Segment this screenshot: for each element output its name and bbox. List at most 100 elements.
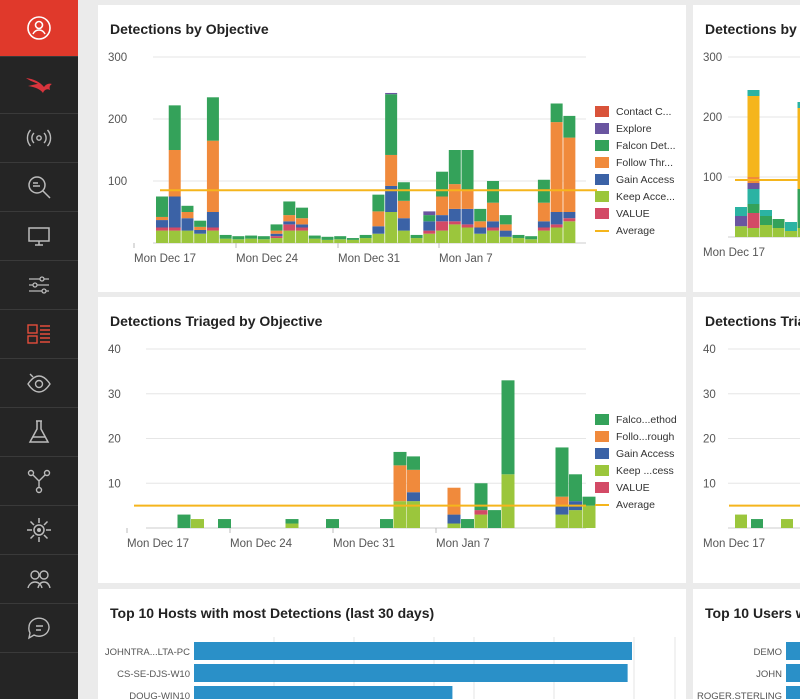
bar-segment-falcon	[346, 238, 359, 240]
legend-item[interactable]: Gain Access	[595, 445, 677, 462]
bar-segment-falcon	[334, 236, 347, 240]
sidebar-item-broadcast[interactable]	[0, 114, 78, 163]
legend-item[interactable]: Falcon Det...	[595, 137, 676, 154]
top-users-chart: DEMO JOHN ROGER.STERLING	[697, 642, 800, 699]
host-label: JOHNTRA...LTA-PC	[105, 647, 190, 658]
bar-segment-falcon	[308, 235, 321, 239]
legend-swatch	[595, 465, 609, 476]
bar-segment-falcon	[326, 519, 339, 528]
legend-item[interactable]: Falco...ethod	[595, 411, 677, 428]
bar-segment-falcon	[372, 194, 385, 212]
x-tick-label: Mon Dec 17	[134, 253, 196, 265]
sidebar-item-eye[interactable]	[0, 359, 78, 408]
bar-segment-keep	[407, 501, 420, 528]
legend-item[interactable]: Keep ...cess	[595, 462, 677, 479]
panel-detections-triaged-by-objective: Detections Triaged by Objective 10 20 30 40…	[98, 297, 686, 583]
bar-segment-follow	[393, 465, 407, 502]
legend-label: Gain Access	[616, 173, 675, 186]
bar-segment-teal	[785, 222, 797, 231]
sidebar-item-falcon-logo[interactable]	[0, 57, 78, 114]
user-bar	[786, 664, 800, 682]
bar-segment-gain	[474, 227, 487, 234]
bar-segment-keep	[346, 239, 359, 243]
legend-item[interactable]: Keep Acce...	[595, 188, 676, 205]
bar-segment-follow	[499, 224, 512, 231]
bar-segment-gain	[486, 221, 499, 228]
legend-label: Keep Acce...	[616, 190, 675, 203]
legend-item[interactable]: Gain Access	[595, 171, 676, 188]
bar-segment-teal	[747, 189, 760, 204]
legend-item[interactable]: Contact C...	[595, 103, 676, 120]
y-tick-label: 300	[108, 52, 127, 64]
bar-segment-falcon	[474, 208, 487, 222]
users-icon	[27, 570, 51, 589]
legend-swatch	[595, 123, 609, 134]
sidebar-item-sliders[interactable]	[0, 261, 78, 310]
bar-segment-keep	[735, 226, 747, 237]
panel-detections-by-t: Detections by T 100 200 300 Mon Dec 17	[693, 5, 800, 292]
bar-segment-value	[283, 224, 296, 231]
legend-swatch	[595, 157, 609, 168]
bar-segment-falcon	[407, 456, 420, 470]
legend-item[interactable]: VALUE	[595, 205, 676, 222]
legend-item[interactable]: VALUE	[595, 479, 677, 496]
bar-segment-follow	[407, 469, 420, 493]
bar-segment-gain	[448, 208, 461, 222]
bar-segment-value	[550, 224, 563, 228]
sidebar-item-dashboard[interactable]	[0, 310, 78, 359]
legend-item[interactable]: Follow Thr...	[595, 154, 676, 171]
bar-segment-explore	[747, 183, 760, 189]
y-tick-label: 300	[703, 52, 722, 64]
panel-title: Detections Tria	[705, 313, 800, 329]
sidebar-item-chat-help[interactable]	[0, 604, 78, 653]
sidebar-item-gear[interactable]	[0, 506, 78, 555]
bar-segment-follow	[448, 184, 461, 209]
chart-legend: Falco...ethod Follo...rough Gain Access Kee…	[595, 411, 677, 513]
sidebar-item-network[interactable]	[0, 457, 78, 506]
legend-swatch	[595, 208, 609, 219]
bar-segment-value	[206, 227, 219, 231]
bar-segment-falcon	[555, 447, 569, 497]
bar-segment-follow	[436, 196, 449, 216]
legend-swatch	[595, 229, 609, 232]
network-icon	[27, 469, 51, 494]
bar-segment-follow	[181, 212, 194, 219]
bar-segment-keep	[448, 224, 461, 243]
legend-item[interactable]: Average	[595, 496, 677, 513]
bar-segment-falcon	[245, 235, 258, 239]
sidebar-item-users[interactable]	[0, 555, 78, 604]
bar-segment-follow	[372, 211, 385, 227]
bar-segment-keep	[296, 230, 309, 243]
bar-segment-falcon	[461, 519, 474, 528]
sidebar-item-user[interactable]	[0, 0, 78, 57]
bar-segment-value	[448, 221, 461, 225]
legend-label: Average	[616, 224, 655, 237]
legend-swatch	[595, 431, 609, 442]
bar-segment-gain	[206, 212, 219, 228]
bar-segment-keep	[359, 238, 372, 243]
bar-segment-keep	[447, 523, 461, 528]
legend-item[interactable]: Average	[595, 222, 676, 239]
bar-segment-follow	[385, 154, 398, 186]
host-bar	[194, 686, 453, 699]
chart-legend: Contact C... Explore Falcon Det... Follow T…	[595, 103, 676, 239]
bar-segment-falcon	[397, 182, 410, 201]
bar-segment-follow	[156, 216, 168, 221]
legend-item[interactable]: Explore	[595, 120, 676, 137]
bar-segment-falcon	[380, 519, 393, 528]
bar-segment-keep	[156, 230, 168, 243]
bar-segment-keep	[285, 523, 299, 528]
sidebar-item-flask[interactable]	[0, 408, 78, 457]
bar-segment-falcon	[474, 483, 488, 511]
legend-label: Gain Access	[616, 447, 675, 460]
legend-item[interactable]: Follo...rough	[595, 428, 677, 445]
bar-segment-keep	[512, 238, 525, 243]
user-label: JOHN	[756, 669, 782, 680]
sidebar-item-monitor[interactable]	[0, 212, 78, 261]
bar-segment-falcon	[525, 236, 538, 240]
sidebar-item-search-investigate[interactable]	[0, 163, 78, 212]
y-tick-label: 100	[108, 176, 127, 188]
legend-swatch	[595, 106, 609, 117]
bar-segment-gain	[436, 215, 449, 222]
bar-segment-value	[537, 227, 550, 231]
